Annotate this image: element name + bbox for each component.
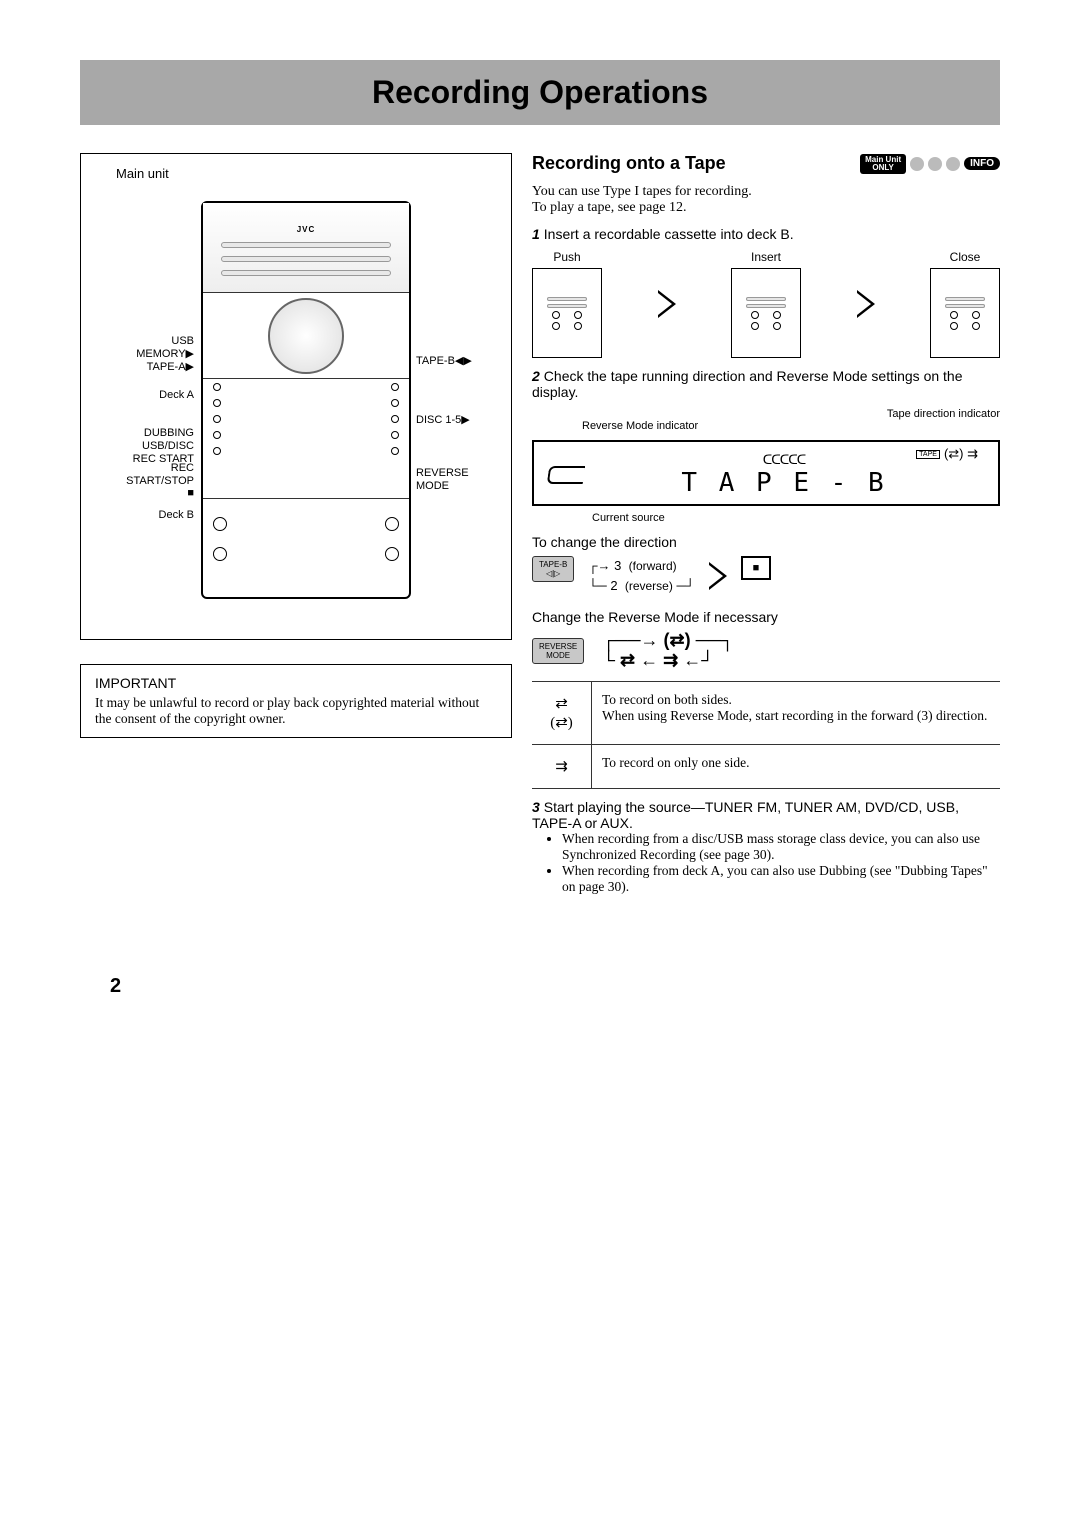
reverse-table-text-one: To record on only one side. xyxy=(592,745,1000,789)
callout-tape-a: TAPE-A▶ xyxy=(104,361,194,374)
left-column: Main unit USB MEMORY▶ TAPE-A▶ Deck A DUB… xyxy=(80,153,512,905)
badge-main-unit: Main Unit ONLY xyxy=(860,154,906,174)
callout-dubbing: DUBBING xyxy=(104,427,194,440)
stop-button[interactable]: ■ xyxy=(741,556,771,580)
main-unit-label: Main unit xyxy=(116,166,476,181)
display-cassette-icon xyxy=(547,466,586,484)
section-title: Recording onto a Tape xyxy=(532,153,726,174)
title-bar: Recording Operations xyxy=(80,60,1000,125)
label-reverse-mode-indicator: Reverse Mode indicator xyxy=(582,420,1000,432)
display-main-text: T A P E - B xyxy=(681,468,886,498)
reverse-table-text-both: To record on both sides. When using Reve… xyxy=(592,682,1000,745)
change-reverse-mode-label: Change the Reverse Mode if necessary xyxy=(532,609,1000,625)
deck-pic-push xyxy=(532,268,602,358)
important-box: IMPORTANT It may be unlawful to record o… xyxy=(80,664,512,738)
step-2-text: Check the tape running direction and Rev… xyxy=(532,368,963,400)
callout-rec-stop: REC START/STOP ■ xyxy=(104,462,194,500)
deck-pic-insert xyxy=(731,268,801,358)
reverse-mode-table: ⇄ (⇄) To record on both sides. When usin… xyxy=(532,681,1000,789)
pic-label-close: Close xyxy=(950,250,981,264)
display-tape-badge: TAPE xyxy=(916,450,940,459)
arrow-icon-1 xyxy=(658,290,676,318)
device-illustration: JVC xyxy=(201,201,411,599)
intro-line1: You can use Type I tapes for recording. xyxy=(532,184,1000,200)
change-direction-label: To change the direction xyxy=(532,534,1000,550)
deck-pic-close xyxy=(930,268,1000,358)
page-title: Recording Operations xyxy=(80,74,1000,111)
callout-reverse-mode: REVERSE MODE xyxy=(416,467,469,492)
reverse-mode-button[interactable]: REVERSE MODE xyxy=(532,638,584,664)
reverse-table-icon-one: ⇉ xyxy=(532,745,592,789)
tape-b-button[interactable]: TAPE-B ◁|▷ xyxy=(532,556,574,582)
pic-label-push: Push xyxy=(553,250,580,264)
label-current-source: Current source xyxy=(592,512,1000,524)
arrow-icon-2 xyxy=(857,290,875,318)
display-panel: TAPE (⇄) ⇉ ᑕᑕᑕᑕᑕ T A P E - B xyxy=(532,440,1000,506)
intro-line2: To play a tape, see page 12. xyxy=(532,200,1000,216)
pic-label-insert: Insert xyxy=(751,250,781,264)
badge-info: INFO xyxy=(964,157,1000,170)
label-tape-direction: Tape direction indicator xyxy=(887,408,1000,420)
step-3: 3Start playing the source—TUNER FM, TUNE… xyxy=(532,799,1000,895)
forward-label: (forward) xyxy=(629,559,677,573)
step-1-text: Insert a recordable cassette into deck B… xyxy=(544,226,794,242)
page-number: 2 xyxy=(110,975,1000,998)
step-1: 1Insert a recordable cassette into deck … xyxy=(532,226,1000,358)
callout-tape-b: TAPE-B◀▶ xyxy=(416,355,472,368)
callout-deck-b: Deck B xyxy=(104,509,194,522)
important-body: It may be unlawful to record or play bac… xyxy=(95,695,497,727)
section-header: Recording onto a Tape Main Unit ONLY INF… xyxy=(532,153,1000,174)
display-reverse-icons: (⇄) ⇉ xyxy=(944,446,978,462)
reverse-mode-cycle: ┌──→ (⇄) ──┐ └ ⇄ ← ⇉ ←┘ xyxy=(602,631,734,671)
reverse-table-icon-both: ⇄ (⇄) xyxy=(532,682,592,745)
step-3-bullet-2: When recording from deck A, you can also… xyxy=(562,863,1000,895)
callout-usb-memory: USB MEMORY▶ xyxy=(104,335,194,360)
forward-symbol: 3 xyxy=(614,558,621,573)
display-sub-icons: ᑕᑕᑕᑕᑕ xyxy=(763,452,805,468)
step-3-bullet-1: When recording from a disc/USB mass stor… xyxy=(562,831,1000,863)
arrow-icon-3 xyxy=(709,562,727,590)
reverse-symbol: 2 xyxy=(610,578,617,593)
step-3-text: Start playing the source—TUNER FM, TUNER… xyxy=(532,799,959,831)
callout-deck-a: Deck A xyxy=(104,389,194,402)
step-2: 2 Check the tape running direction and Re… xyxy=(532,368,1000,789)
reverse-label: (reverse) xyxy=(625,579,673,593)
badge-circle-3 xyxy=(946,157,960,171)
badge-circle-1 xyxy=(910,157,924,171)
important-heading: IMPORTANT xyxy=(95,675,497,691)
callout-disc: DISC 1-5▶ xyxy=(416,414,470,427)
badge-circle-2 xyxy=(928,157,942,171)
right-column: Recording onto a Tape Main Unit ONLY INF… xyxy=(532,153,1000,905)
main-unit-diagram: Main unit USB MEMORY▶ TAPE-A▶ Deck A DUB… xyxy=(80,153,512,640)
